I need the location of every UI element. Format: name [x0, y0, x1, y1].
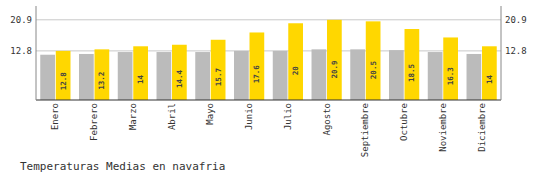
bar: [312, 49, 327, 100]
bar: [79, 54, 94, 100]
y-axis-line-right: [501, 6, 502, 100]
bar: [40, 55, 55, 100]
x-tick-label: Abril: [167, 103, 177, 130]
data-label: 14: [485, 75, 494, 85]
data-label: 14: [136, 75, 145, 85]
bar: [211, 40, 226, 100]
x-tick-label: Agosto: [322, 103, 332, 136]
x-tick-label: Mayo: [205, 103, 215, 125]
bar: [234, 51, 249, 100]
bar: [443, 37, 458, 100]
y-axis-line: [36, 6, 37, 100]
x-tick-label: Octubre: [399, 103, 409, 141]
bar: [467, 54, 482, 100]
bar: [428, 52, 443, 100]
bar: [172, 45, 187, 100]
bar: [273, 51, 288, 100]
y-tick-label: 20.9: [10, 15, 32, 25]
data-label: 20.5: [369, 61, 378, 79]
x-tick-label: Diciembre: [477, 103, 487, 152]
data-label: 18.5: [407, 64, 416, 82]
data-label: 20: [291, 66, 300, 76]
y-tick-label: 12.8: [10, 46, 32, 56]
x-tick-label: Marzo: [128, 103, 138, 130]
bar: [288, 23, 303, 100]
bar: [118, 52, 133, 100]
bar: [157, 52, 172, 100]
data-label: 12.8: [59, 72, 68, 91]
x-tick-label: Noviembre: [438, 103, 448, 152]
chart-container: 12.8 13.2 14 14.4 15.7 17.6 20 20.9 20.5 18.5 16.3…: [0, 0, 537, 174]
y-tick-label-right: 20.9: [505, 15, 527, 25]
bar: [56, 51, 71, 100]
data-label: 16.3: [446, 67, 455, 86]
x-tick-label: Enero: [50, 103, 60, 130]
bar: [95, 49, 110, 100]
x-tick-label: Febrero: [89, 103, 99, 141]
data-label: 17.6: [252, 65, 261, 84]
x-tick-label: Junio: [244, 103, 254, 130]
bar: [133, 46, 148, 100]
bar: [405, 29, 420, 100]
data-label: 20.9: [330, 60, 339, 79]
data-label: 14.4: [175, 69, 184, 88]
title: Temperaturas Medias en navafria: [20, 160, 225, 173]
grid-line: [36, 19, 501, 20]
bars: [40, 20, 496, 100]
x-axis-line: [36, 99, 501, 100]
data-label: 13.2: [97, 72, 106, 90]
bar: [366, 21, 381, 100]
x-tick-label: Septiembre: [360, 103, 370, 157]
bar: [327, 20, 342, 100]
bar: [250, 32, 265, 100]
bar: [350, 49, 365, 100]
x-tick-label: Julio: [283, 103, 293, 130]
data-label: 15.7: [214, 68, 223, 86]
y-tick-label-right: 12.8: [505, 46, 527, 56]
bar: [195, 52, 210, 100]
bar: [482, 46, 497, 100]
chart-svg: 12.8 13.2 14 14.4 15.7 17.6 20 20.9 20.5 18.5 16.3…: [0, 0, 537, 174]
bar: [389, 50, 404, 100]
